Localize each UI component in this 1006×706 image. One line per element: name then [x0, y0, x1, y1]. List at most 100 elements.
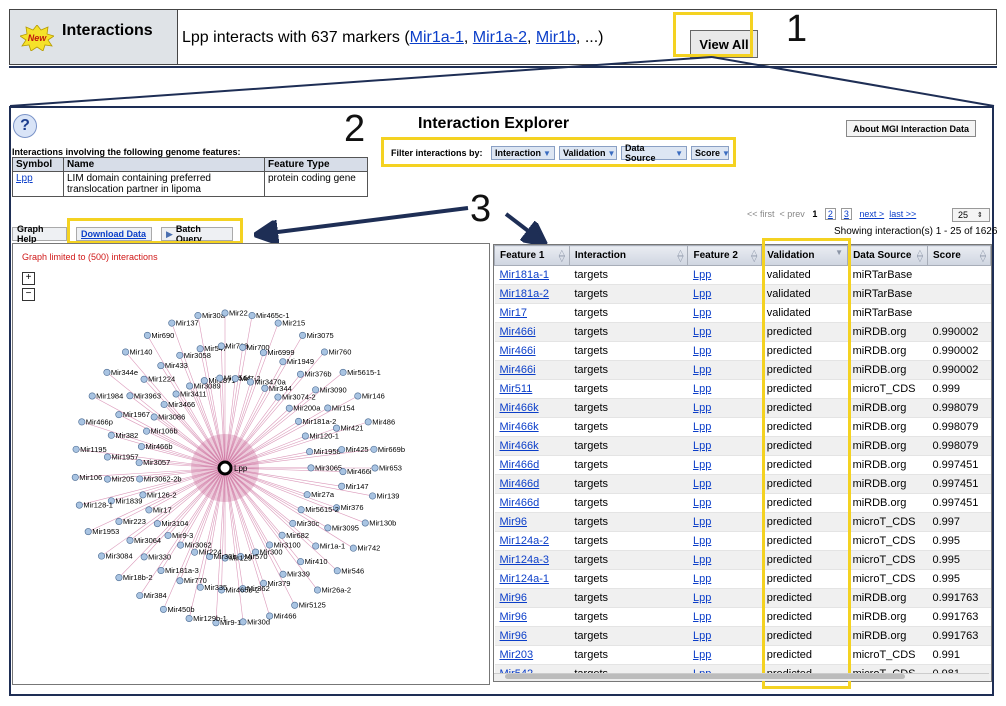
graph-node[interactable] [140, 553, 148, 561]
graph-node[interactable] [206, 553, 214, 561]
interactions-table[interactable]: Feature 1 △ ▽ Interaction △ ▽ Feature 2 △ ▽ Valid… [493, 244, 992, 682]
scrollbar-thumb[interactable] [505, 674, 905, 679]
feature-2-link[interactable]: Lpp [692, 421, 712, 433]
center-node[interactable] [217, 460, 233, 476]
graph-node[interactable] [143, 331, 151, 339]
graph-node[interactable] [126, 536, 134, 544]
graph-node[interactable] [338, 446, 346, 454]
zoom-in-button[interactable]: + [22, 272, 35, 285]
graph-node[interactable] [301, 432, 309, 440]
graph-node[interactable] [221, 309, 229, 317]
graph-node[interactable] [157, 566, 165, 574]
graph-node[interactable] [159, 605, 167, 613]
graph-node[interactable] [239, 585, 247, 593]
graph-node[interactable] [157, 362, 165, 370]
graph-node[interactable] [194, 312, 202, 320]
zoom-out-button[interactable]: − [22, 288, 35, 301]
graph-node[interactable] [354, 392, 362, 400]
filter-score-button[interactable]: Score ▼ [691, 146, 730, 160]
graph-node[interactable] [369, 492, 377, 500]
feature-2-link[interactable]: Lpp [692, 326, 712, 338]
graph-node[interactable] [259, 349, 267, 357]
graph-node[interactable] [239, 618, 247, 626]
filter-interaction-button[interactable]: Interaction ▼ [491, 146, 555, 160]
feature-1-link[interactable]: Mir96 [499, 630, 528, 642]
graph-node[interactable] [115, 574, 123, 582]
graph-node[interactable] [295, 417, 303, 425]
graph-node[interactable] [115, 517, 123, 525]
graph-node[interactable] [266, 612, 274, 620]
graph-node[interactable] [314, 586, 322, 594]
graph-node[interactable] [266, 541, 274, 549]
feature-1-link[interactable]: Mir203 [499, 649, 534, 661]
feature-2-link[interactable]: Lpp [692, 307, 712, 319]
feature-1-link[interactable]: Mir466i [499, 326, 536, 338]
graph-node[interactable] [176, 577, 184, 585]
graph-node[interactable] [153, 520, 161, 528]
graph-node[interactable] [231, 375, 239, 383]
graph-node[interactable] [136, 592, 144, 600]
genome-symbol-link[interactable]: Lpp [16, 173, 33, 184]
download-data-link[interactable]: Download Data [81, 229, 147, 239]
feature-2-link[interactable]: Lpp [692, 535, 712, 547]
graph-node[interactable] [371, 464, 379, 472]
next-page-link[interactable]: next > [859, 209, 885, 219]
graph-node[interactable] [172, 390, 180, 398]
page-size-select[interactable]: 25 ⇕ [952, 208, 990, 222]
summary-link-mir1a-1[interactable]: Mir1a-1 [409, 29, 464, 46]
graph-node[interactable] [137, 443, 145, 451]
summary-link-mir1a-2[interactable]: Mir1a-2 [472, 29, 528, 46]
graph-node[interactable] [176, 351, 184, 359]
graph-node[interactable] [135, 459, 143, 467]
feature-2-link[interactable]: Lpp [692, 573, 712, 585]
graph-node[interactable] [303, 491, 311, 499]
feature-1-link[interactable]: Mir124a-1 [499, 573, 550, 585]
graph-node[interactable] [299, 331, 307, 339]
graph-node[interactable] [306, 448, 314, 456]
graph-node[interactable] [248, 312, 256, 320]
feature-1-link[interactable]: Mir466i [499, 345, 536, 357]
feature-2-link[interactable]: Lpp [692, 383, 712, 395]
graph-node[interactable] [168, 319, 176, 327]
graph-node[interactable] [150, 413, 158, 421]
graph-node[interactable] [185, 614, 193, 622]
graph-node[interactable] [139, 491, 147, 499]
graph-node[interactable] [78, 418, 86, 426]
feature-2-link[interactable]: Lpp [692, 459, 712, 471]
graph-node[interactable] [136, 475, 144, 483]
graph-node[interactable] [107, 431, 115, 439]
graph-node[interactable] [274, 393, 282, 401]
graph-node[interactable] [218, 586, 226, 594]
graph-node[interactable] [252, 548, 260, 556]
feature-1-link[interactable]: Mir96 [499, 592, 528, 604]
graph-node[interactable] [221, 554, 229, 562]
feature-1-link[interactable]: Mir17 [499, 307, 528, 319]
feature-2-link[interactable]: Lpp [692, 630, 712, 642]
feature-2-link[interactable]: Lpp [692, 402, 712, 414]
graph-node[interactable] [260, 579, 268, 587]
feature-2-link[interactable]: Lpp [692, 478, 712, 490]
graph-node[interactable] [279, 570, 287, 578]
page-3-link[interactable]: 3 [840, 208, 852, 220]
feature-2-link[interactable]: Lpp [692, 288, 712, 300]
graph-node[interactable] [297, 558, 305, 566]
feature-1-link[interactable]: Mir124a-3 [499, 554, 550, 566]
graph-node[interactable] [297, 506, 305, 514]
help-icon[interactable]: ? [13, 114, 37, 138]
graph-node[interactable] [339, 468, 347, 476]
feature-1-link[interactable]: Mir124a-2 [499, 535, 550, 547]
col-header-feature-2[interactable]: Feature 2 △ ▽ [687, 245, 763, 266]
graph-node[interactable] [98, 552, 106, 560]
graph-node[interactable] [140, 375, 148, 383]
graph-help-button[interactable]: Graph Help [12, 224, 67, 244]
graph-node[interactable] [261, 384, 269, 392]
graph-node[interactable] [122, 348, 130, 356]
graph-node[interactable] [145, 506, 153, 514]
graph-node[interactable] [333, 504, 341, 512]
graph-node[interactable] [103, 453, 111, 461]
graph-node[interactable] [212, 619, 220, 627]
graph-node[interactable] [72, 445, 80, 453]
graph-node[interactable] [196, 345, 204, 353]
graph-node[interactable] [237, 553, 245, 561]
